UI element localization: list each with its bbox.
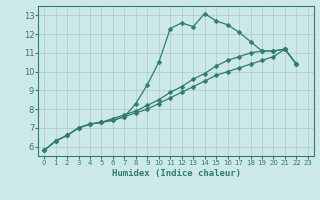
- X-axis label: Humidex (Indice chaleur): Humidex (Indice chaleur): [111, 169, 241, 178]
